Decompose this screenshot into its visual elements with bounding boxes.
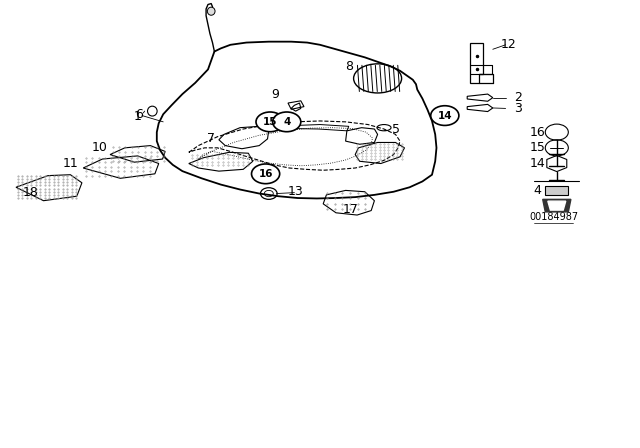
Text: 17: 17 [343, 203, 358, 216]
Bar [545, 186, 568, 195]
Text: 1: 1 [134, 110, 141, 123]
Text: 16: 16 [530, 125, 545, 139]
Text: 15: 15 [530, 141, 545, 155]
Polygon shape [543, 199, 571, 212]
Text: 6: 6 [136, 108, 143, 121]
Text: 7: 7 [207, 132, 215, 146]
Text: 12: 12 [501, 38, 516, 52]
Text: 4: 4 [534, 184, 541, 197]
Circle shape [273, 112, 301, 132]
Ellipse shape [207, 7, 215, 15]
Text: 14: 14 [530, 157, 545, 170]
Text: 13: 13 [288, 185, 303, 198]
Text: 11: 11 [63, 157, 78, 170]
Text: 10: 10 [92, 141, 107, 155]
Text: 18: 18 [23, 186, 38, 199]
Text: 2: 2 [515, 91, 522, 104]
Text: 14: 14 [438, 111, 452, 121]
Text: 16: 16 [259, 169, 273, 179]
Text: 15: 15 [263, 117, 277, 127]
Text: 4: 4 [283, 117, 291, 127]
Text: 3: 3 [515, 102, 522, 115]
Circle shape [256, 112, 284, 132]
Circle shape [431, 106, 459, 125]
Text: 5: 5 [392, 123, 399, 137]
Text: 9: 9 [271, 87, 279, 101]
Text: 00184987: 00184987 [529, 212, 578, 222]
Circle shape [252, 164, 280, 184]
Text: 8: 8 [345, 60, 353, 73]
Polygon shape [548, 201, 566, 210]
